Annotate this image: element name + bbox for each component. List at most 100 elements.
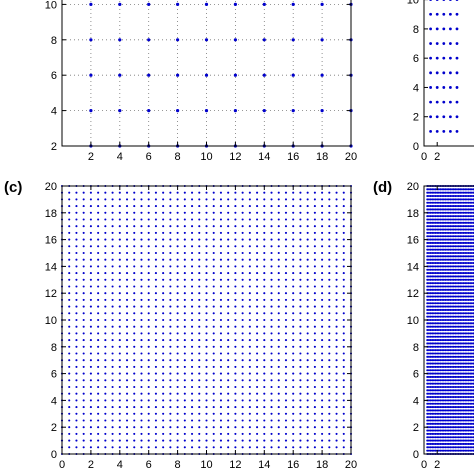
data-point (104, 205, 107, 208)
data-point (447, 195, 450, 198)
data-point (429, 312, 432, 315)
data-point (154, 205, 157, 208)
data-point (457, 449, 460, 452)
data-point (441, 419, 444, 422)
data-point (306, 325, 309, 328)
data-point (434, 262, 437, 265)
data-point (439, 325, 442, 328)
data-point (465, 302, 468, 305)
data-point (75, 265, 78, 268)
data-point (441, 308, 444, 312)
data-point (446, 285, 449, 288)
data-point (292, 325, 295, 328)
data-point (169, 298, 172, 301)
data-point (451, 188, 454, 191)
data-point (68, 272, 71, 275)
data-point (470, 295, 473, 298)
data-point (162, 345, 165, 348)
data-point (436, 215, 439, 218)
data-point (154, 325, 157, 328)
data-point (241, 345, 244, 348)
data-point (441, 325, 444, 328)
data-point (431, 442, 434, 446)
data-point (460, 241, 464, 244)
data-point (469, 308, 472, 312)
data-point (162, 225, 165, 228)
data-point (437, 231, 440, 234)
data-point (446, 275, 449, 278)
data-point (429, 211, 432, 214)
data-point (437, 355, 440, 358)
data-point (169, 432, 172, 435)
data-point (457, 228, 460, 231)
data-point (277, 305, 280, 308)
data-point (205, 238, 208, 241)
data-point (82, 339, 85, 342)
data-point (462, 365, 465, 368)
data-point (449, 218, 452, 221)
data-point (299, 292, 302, 295)
data-point (125, 352, 129, 355)
data-point (464, 359, 467, 362)
data-point (447, 268, 450, 271)
data-point (434, 342, 437, 345)
data-point (426, 429, 429, 432)
data-point (431, 288, 434, 291)
data-point (451, 312, 454, 315)
data-point (205, 191, 208, 194)
data-point (284, 231, 288, 234)
data-point (320, 38, 324, 42)
data-point (125, 392, 129, 395)
data-point (462, 262, 465, 265)
data-point (449, 308, 452, 312)
data-point (299, 332, 302, 335)
data-point (75, 419, 78, 422)
data-point (104, 318, 107, 322)
data-point (205, 426, 208, 429)
data-point (256, 292, 259, 295)
data-point (439, 245, 442, 248)
data-point (432, 265, 435, 268)
data-point (444, 201, 447, 204)
data-point (465, 292, 468, 295)
data-point (263, 245, 266, 248)
data-point (469, 375, 472, 379)
data-point (452, 268, 455, 271)
data-point (431, 436, 434, 439)
data-point (442, 302, 445, 305)
data-point (439, 215, 442, 218)
data-point (97, 191, 100, 194)
data-point (441, 349, 444, 352)
data-point (306, 205, 309, 208)
data-point (162, 258, 165, 261)
data-point (426, 349, 429, 352)
data-point (464, 195, 467, 198)
data-point (432, 432, 435, 435)
data-point (427, 426, 431, 429)
data-point (459, 345, 462, 348)
data-point (328, 406, 331, 409)
data-point (449, 345, 452, 348)
data-point (441, 375, 444, 379)
data-point (464, 325, 467, 328)
data-point (467, 432, 470, 435)
data-point (442, 416, 445, 419)
data-point (292, 305, 295, 308)
data-point (464, 308, 467, 312)
data-point (459, 205, 462, 208)
data-point (241, 231, 244, 234)
data-point (426, 442, 429, 446)
data-point (431, 265, 434, 268)
data-point (436, 436, 439, 439)
data-point (451, 288, 454, 291)
x-tick-label: 10 (200, 151, 212, 163)
data-point (154, 365, 157, 368)
data-point (460, 396, 464, 399)
data-point (436, 218, 439, 221)
data-point (465, 402, 468, 405)
data-point (465, 379, 468, 382)
data-point (432, 298, 435, 301)
data-point (444, 372, 447, 375)
data-point (176, 392, 179, 395)
data-point (464, 272, 467, 275)
